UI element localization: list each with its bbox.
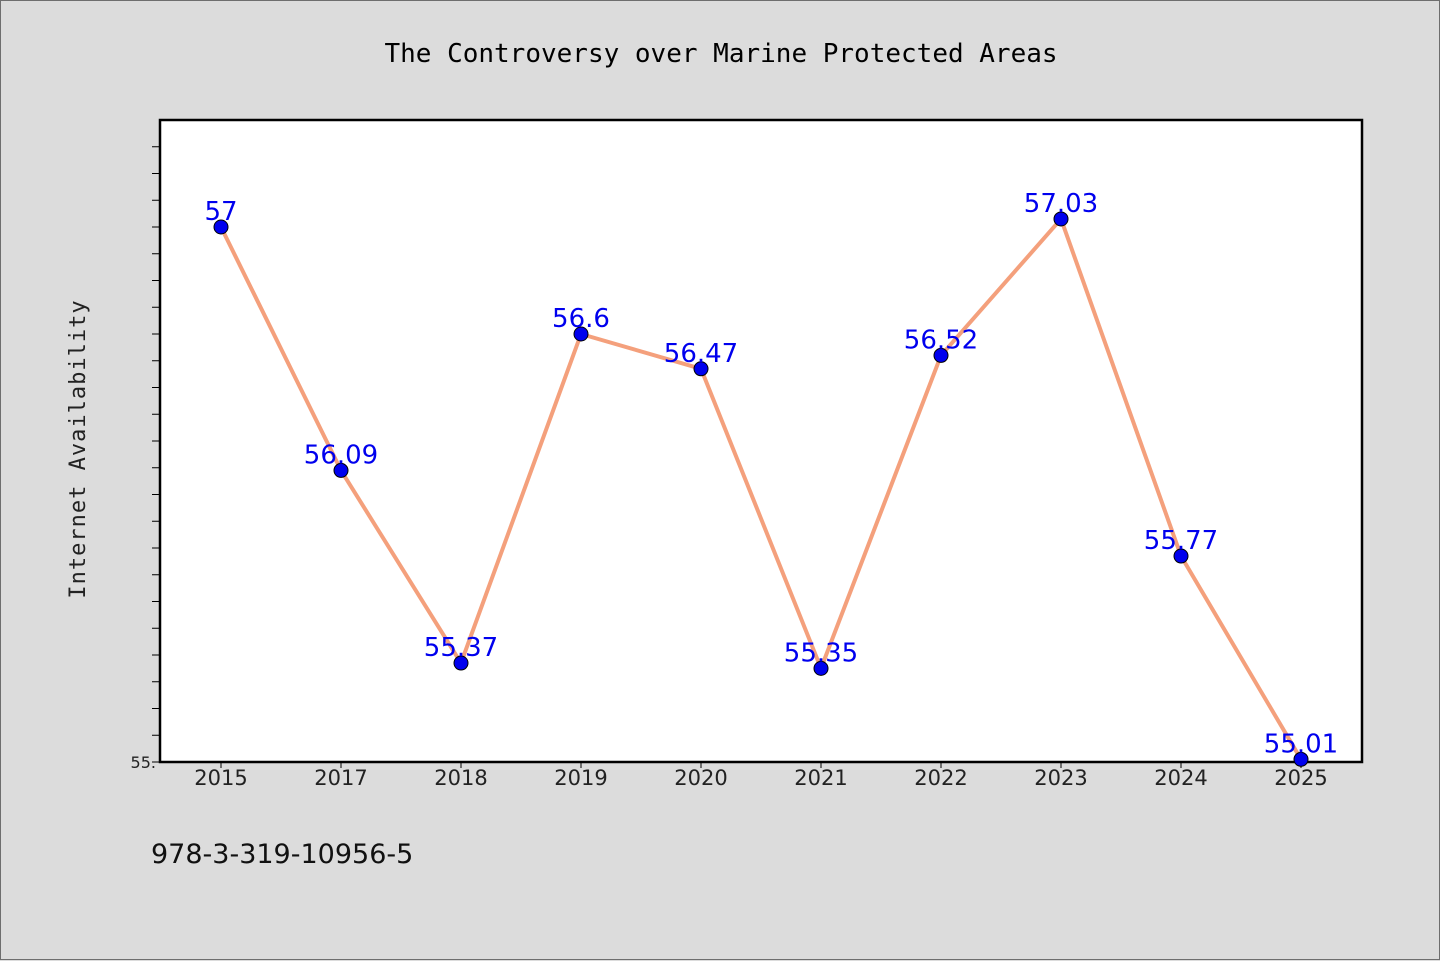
y-axis-label: Internet Availability xyxy=(66,299,91,598)
data-point xyxy=(213,219,229,235)
data-label: 57 xyxy=(204,197,237,227)
data-label: 56.6 xyxy=(552,304,610,334)
series-line-group xyxy=(219,216,1303,762)
chart-title: The Controversy over Marine Protected Ar… xyxy=(384,39,1057,69)
x-tick-label: 2019 xyxy=(554,766,607,790)
data-point xyxy=(813,660,829,676)
series-line xyxy=(219,216,1303,762)
x-tick-label: 2021 xyxy=(794,766,847,790)
footnote-isbn: 978-3-319-10956-5 xyxy=(151,839,413,870)
x-tick-label: 2017 xyxy=(314,766,367,790)
x-tick-label: 2024 xyxy=(1154,766,1207,790)
data-labels: 57 56.09 55.37 56.6 56.47 55.35 56.52 57.03 55.7… xyxy=(204,189,1338,759)
data-point xyxy=(573,326,589,342)
data-point xyxy=(333,462,349,478)
data-label: 56.47 xyxy=(664,339,738,369)
x-tick-label: 2023 xyxy=(1034,766,1087,790)
y-tick-label: 55. xyxy=(131,753,156,772)
x-tick-label: 2022 xyxy=(914,766,967,790)
data-point xyxy=(693,361,709,377)
x-tick-label: 2020 xyxy=(674,766,727,790)
data-markers xyxy=(213,211,1309,767)
plot-area xyxy=(158,118,1364,764)
x-tick-label: 2015 xyxy=(194,766,247,790)
data-label: 55.37 xyxy=(424,633,498,663)
data-label: 56.09 xyxy=(304,440,378,470)
data-point xyxy=(1293,751,1309,767)
data-point xyxy=(933,347,949,363)
data-label: 55.01 xyxy=(1264,729,1338,759)
x-tick-label: 2025 xyxy=(1274,766,1327,790)
data-label: 56.52 xyxy=(904,325,978,355)
data-label: 55.77 xyxy=(1144,526,1218,556)
data-point xyxy=(1053,211,1069,227)
data-point xyxy=(1173,548,1189,564)
data-label: 57.03 xyxy=(1024,189,1098,219)
data-label: 55.35 xyxy=(784,638,858,668)
x-axis-ticks: 2015 2017 2018 2019 2020 2021 2022 2023 2024 2025 xyxy=(194,762,1328,790)
y-axis-ticks: 55. xyxy=(131,146,160,772)
data-point xyxy=(453,655,469,671)
x-tick-label: 2018 xyxy=(434,766,487,790)
